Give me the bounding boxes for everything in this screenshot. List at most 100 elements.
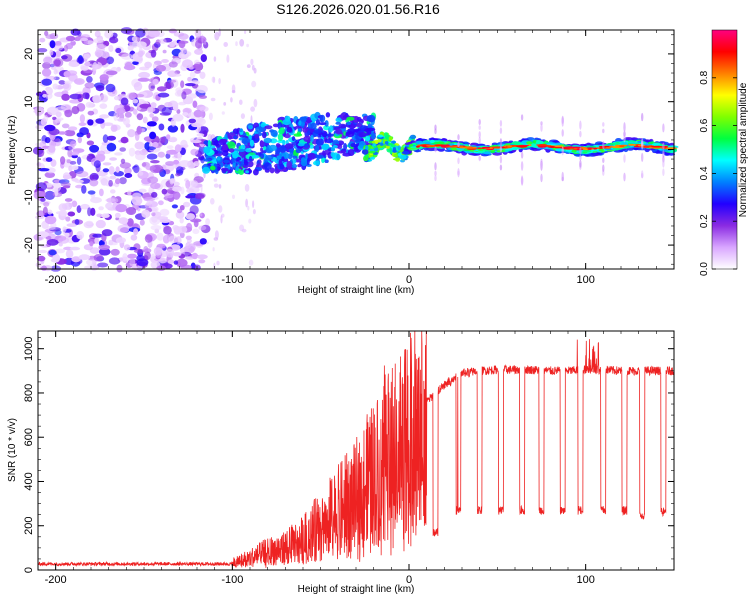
- heatmap-cell: [252, 200, 255, 208]
- heatmap-cell: [114, 152, 123, 156]
- x-tick-label: 100: [576, 274, 594, 286]
- heatmap-cell: [427, 147, 436, 151]
- heatmap-cell: [68, 165, 73, 172]
- y-tick-label: 800: [23, 384, 35, 402]
- heatmap-cell: [168, 61, 178, 68]
- heatmap-cell: [198, 95, 207, 99]
- heatmap-cell: [214, 140, 220, 147]
- x-tick-label: -200: [45, 274, 67, 286]
- heatmap-cell: [248, 259, 254, 266]
- heatmap-cell: [208, 112, 213, 121]
- heatmap-cell: [587, 148, 592, 150]
- heatmap-cell: [136, 102, 142, 111]
- heatmap-cell: [392, 140, 396, 145]
- heatmap-cell: [108, 257, 121, 265]
- heatmap-cell: [149, 131, 157, 140]
- heatmap-cell: [302, 127, 308, 133]
- heatmap-cell: [540, 161, 543, 167]
- heatmap-cell: [384, 141, 389, 145]
- heatmap-cell: [226, 141, 236, 150]
- heatmap-cell: [429, 139, 435, 143]
- heatmap-cell: [79, 114, 85, 123]
- heatmap-cell: [573, 147, 578, 150]
- heatmap-cell: [623, 122, 626, 133]
- heatmap-cell: [310, 134, 314, 143]
- heatmap-cell: [336, 153, 341, 161]
- heatmap-cell: [108, 179, 113, 187]
- heatmap-cell: [434, 124, 437, 131]
- heatmap-cell: [44, 171, 55, 178]
- heatmap-cell: [579, 159, 582, 168]
- snr-x-label: Height of straight line (km): [298, 584, 415, 595]
- heatmap-cell: [151, 215, 158, 223]
- heatmap-cell: [43, 201, 50, 207]
- heatmap-cell: [247, 205, 250, 211]
- heatmap-cell: [146, 121, 157, 127]
- heatmap-cell: [84, 265, 96, 270]
- heatmap-cell: [132, 61, 139, 65]
- heatmap-cell: [47, 209, 53, 215]
- heatmap-cell: [326, 133, 336, 137]
- heatmap-cell: [36, 162, 42, 167]
- heatmap-cell: [162, 49, 167, 54]
- heatmap-cell: [159, 136, 166, 144]
- heatmap-cell: [214, 31, 220, 41]
- heatmap-cell: [132, 108, 138, 115]
- heatmap-cell: [192, 228, 200, 235]
- heatmap-cell: [170, 73, 182, 77]
- heatmap-cell: [350, 143, 357, 148]
- heatmap-cell: [106, 135, 116, 141]
- heatmap-cell: [104, 29, 114, 39]
- heatmap-cell: [118, 217, 129, 225]
- heatmap-cell: [89, 174, 95, 181]
- heatmap-cell: [99, 94, 109, 103]
- heatmap-cell: [232, 194, 235, 199]
- heatmap-cell: [413, 149, 422, 153]
- heatmap-cell: [492, 152, 503, 156]
- spectrogram-x-label: Height of straight line (km): [298, 285, 415, 296]
- heatmap-cell: [286, 160, 293, 169]
- heatmap-cell: [366, 136, 370, 142]
- heatmap-cell: [127, 129, 136, 138]
- heatmap-cell: [370, 156, 375, 160]
- heatmap-cell: [321, 132, 328, 138]
- heatmap-cell: [80, 203, 90, 210]
- heatmap-cell: [200, 156, 205, 164]
- heatmap-cell: [197, 254, 208, 260]
- heatmap-cell: [101, 213, 110, 218]
- heatmap-cell: [144, 61, 153, 68]
- heatmap-cell: [89, 179, 99, 187]
- heatmap-cell: [540, 173, 543, 183]
- heatmap-cell: [157, 151, 165, 158]
- heatmap-cell: [127, 45, 134, 51]
- heatmap-cell: [193, 109, 203, 118]
- heatmap-cell: [275, 143, 281, 148]
- heatmap-cell: [110, 248, 120, 256]
- heatmap-cell: [190, 180, 199, 188]
- heatmap-cell: [281, 144, 285, 150]
- heatmap-cell: [662, 150, 665, 158]
- heatmap-cell: [366, 114, 376, 123]
- heatmap-cell: [386, 145, 390, 149]
- heatmap-cell: [142, 116, 148, 124]
- heatmap-cell: [76, 56, 85, 65]
- heatmap-cell: [42, 93, 47, 98]
- heatmap-cell: [87, 110, 95, 116]
- heatmap-cell: [549, 146, 556, 148]
- heatmap-cell: [149, 164, 161, 174]
- heatmap-cell: [82, 92, 90, 99]
- heatmap-cell: [45, 235, 52, 240]
- heatmap-cell: [119, 227, 129, 233]
- y-tick-label: 10: [23, 96, 35, 108]
- heatmap-cell: [137, 50, 144, 58]
- heatmap-cell: [102, 134, 109, 143]
- heatmap-cell: [108, 166, 115, 175]
- heatmap-cell: [164, 81, 174, 90]
- heatmap-cell: [260, 140, 265, 148]
- heatmap-cell: [169, 41, 176, 48]
- heatmap-cell: [321, 143, 329, 151]
- heatmap-cell: [263, 137, 273, 144]
- heatmap-cell: [150, 49, 157, 58]
